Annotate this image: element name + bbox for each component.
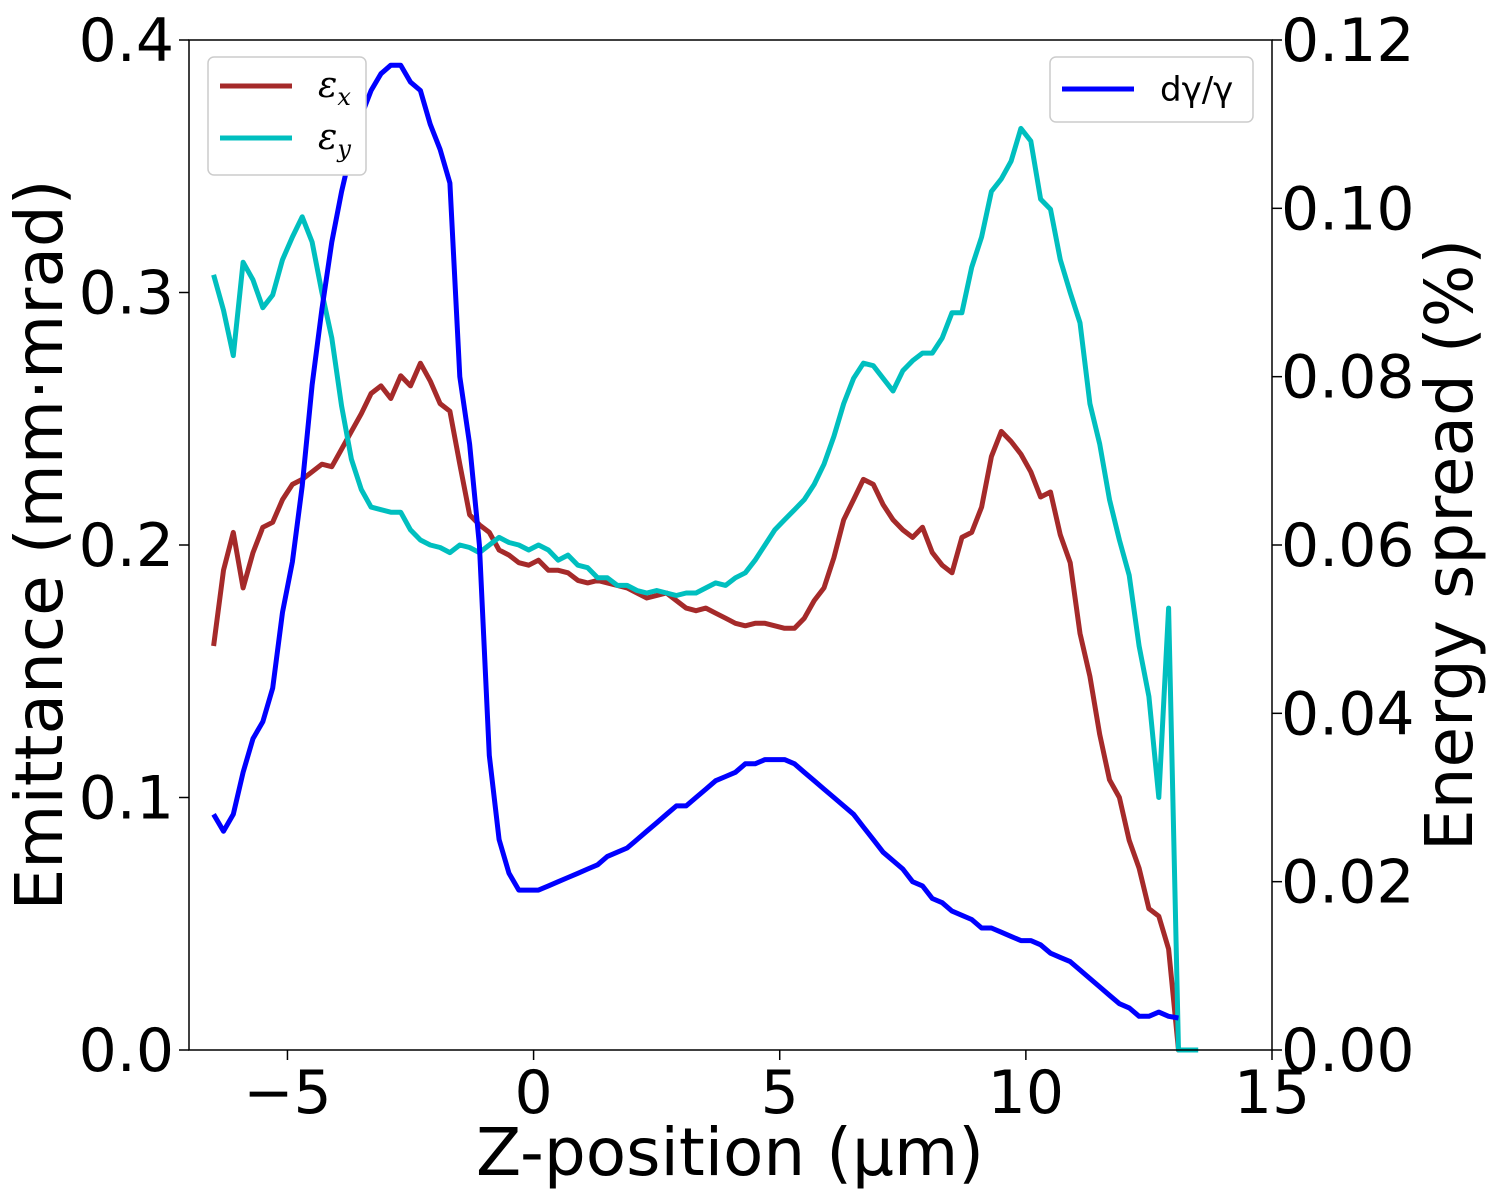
plot-lines <box>211 62 1199 1053</box>
legend-emittance: εx εy <box>207 56 367 176</box>
y-right-tick-label: 0.12 <box>1281 6 1415 76</box>
legend-box <box>1049 56 1254 123</box>
y-axis-left-title: Emittance (mm·mrad) <box>1 179 78 910</box>
y-right-tick-label: 0.00 <box>1281 1016 1415 1086</box>
y-axis-right: 0.00 0.02 0.04 0.06 0.08 0.10 0.12 <box>1272 6 1415 1086</box>
x-tick-label: −5 <box>243 1058 331 1128</box>
x-tick-label: 0 <box>514 1058 552 1128</box>
y-left-tick-label: 0.2 <box>79 511 174 581</box>
legend-label-dgamma: dγ/γ <box>1160 70 1233 110</box>
y-right-tick-label: 0.10 <box>1281 174 1415 244</box>
x-axis-title: Z-position (μm) <box>476 1114 984 1191</box>
y-right-tick-label: 0.04 <box>1281 679 1415 749</box>
y-right-tick-label: 0.06 <box>1281 511 1415 581</box>
y-left-tick-label: 0.4 <box>79 6 174 76</box>
y-right-tick-label: 0.08 <box>1281 343 1415 413</box>
y-axis-right-title: Energy spread (%) <box>1411 239 1488 851</box>
legend-energy-spread: dγ/γ <box>1049 56 1254 123</box>
legend-label-ex: εx <box>318 65 351 111</box>
series-line-0 <box>211 360 1189 1053</box>
y-left-tick-label: 0.3 <box>79 259 174 329</box>
y-left-tick-label: 0.1 <box>79 764 174 834</box>
x-tick-label: 5 <box>761 1058 799 1128</box>
y-right-tick-label: 0.02 <box>1281 848 1415 918</box>
x-axis: −5 0 5 10 15 <box>243 1050 1310 1128</box>
series-line-1 <box>211 125 1199 1053</box>
y-left-tick-label: 0.0 <box>79 1016 174 1086</box>
legend-label-ey: εy <box>318 117 351 163</box>
x-tick-label: 10 <box>988 1058 1064 1128</box>
y-axis-left: 0.0 0.1 0.2 0.3 0.4 <box>79 6 189 1086</box>
plot-frame <box>188 39 1273 1051</box>
series-line-2 <box>211 62 1179 1021</box>
x-tick-label: 15 <box>1234 1058 1310 1128</box>
